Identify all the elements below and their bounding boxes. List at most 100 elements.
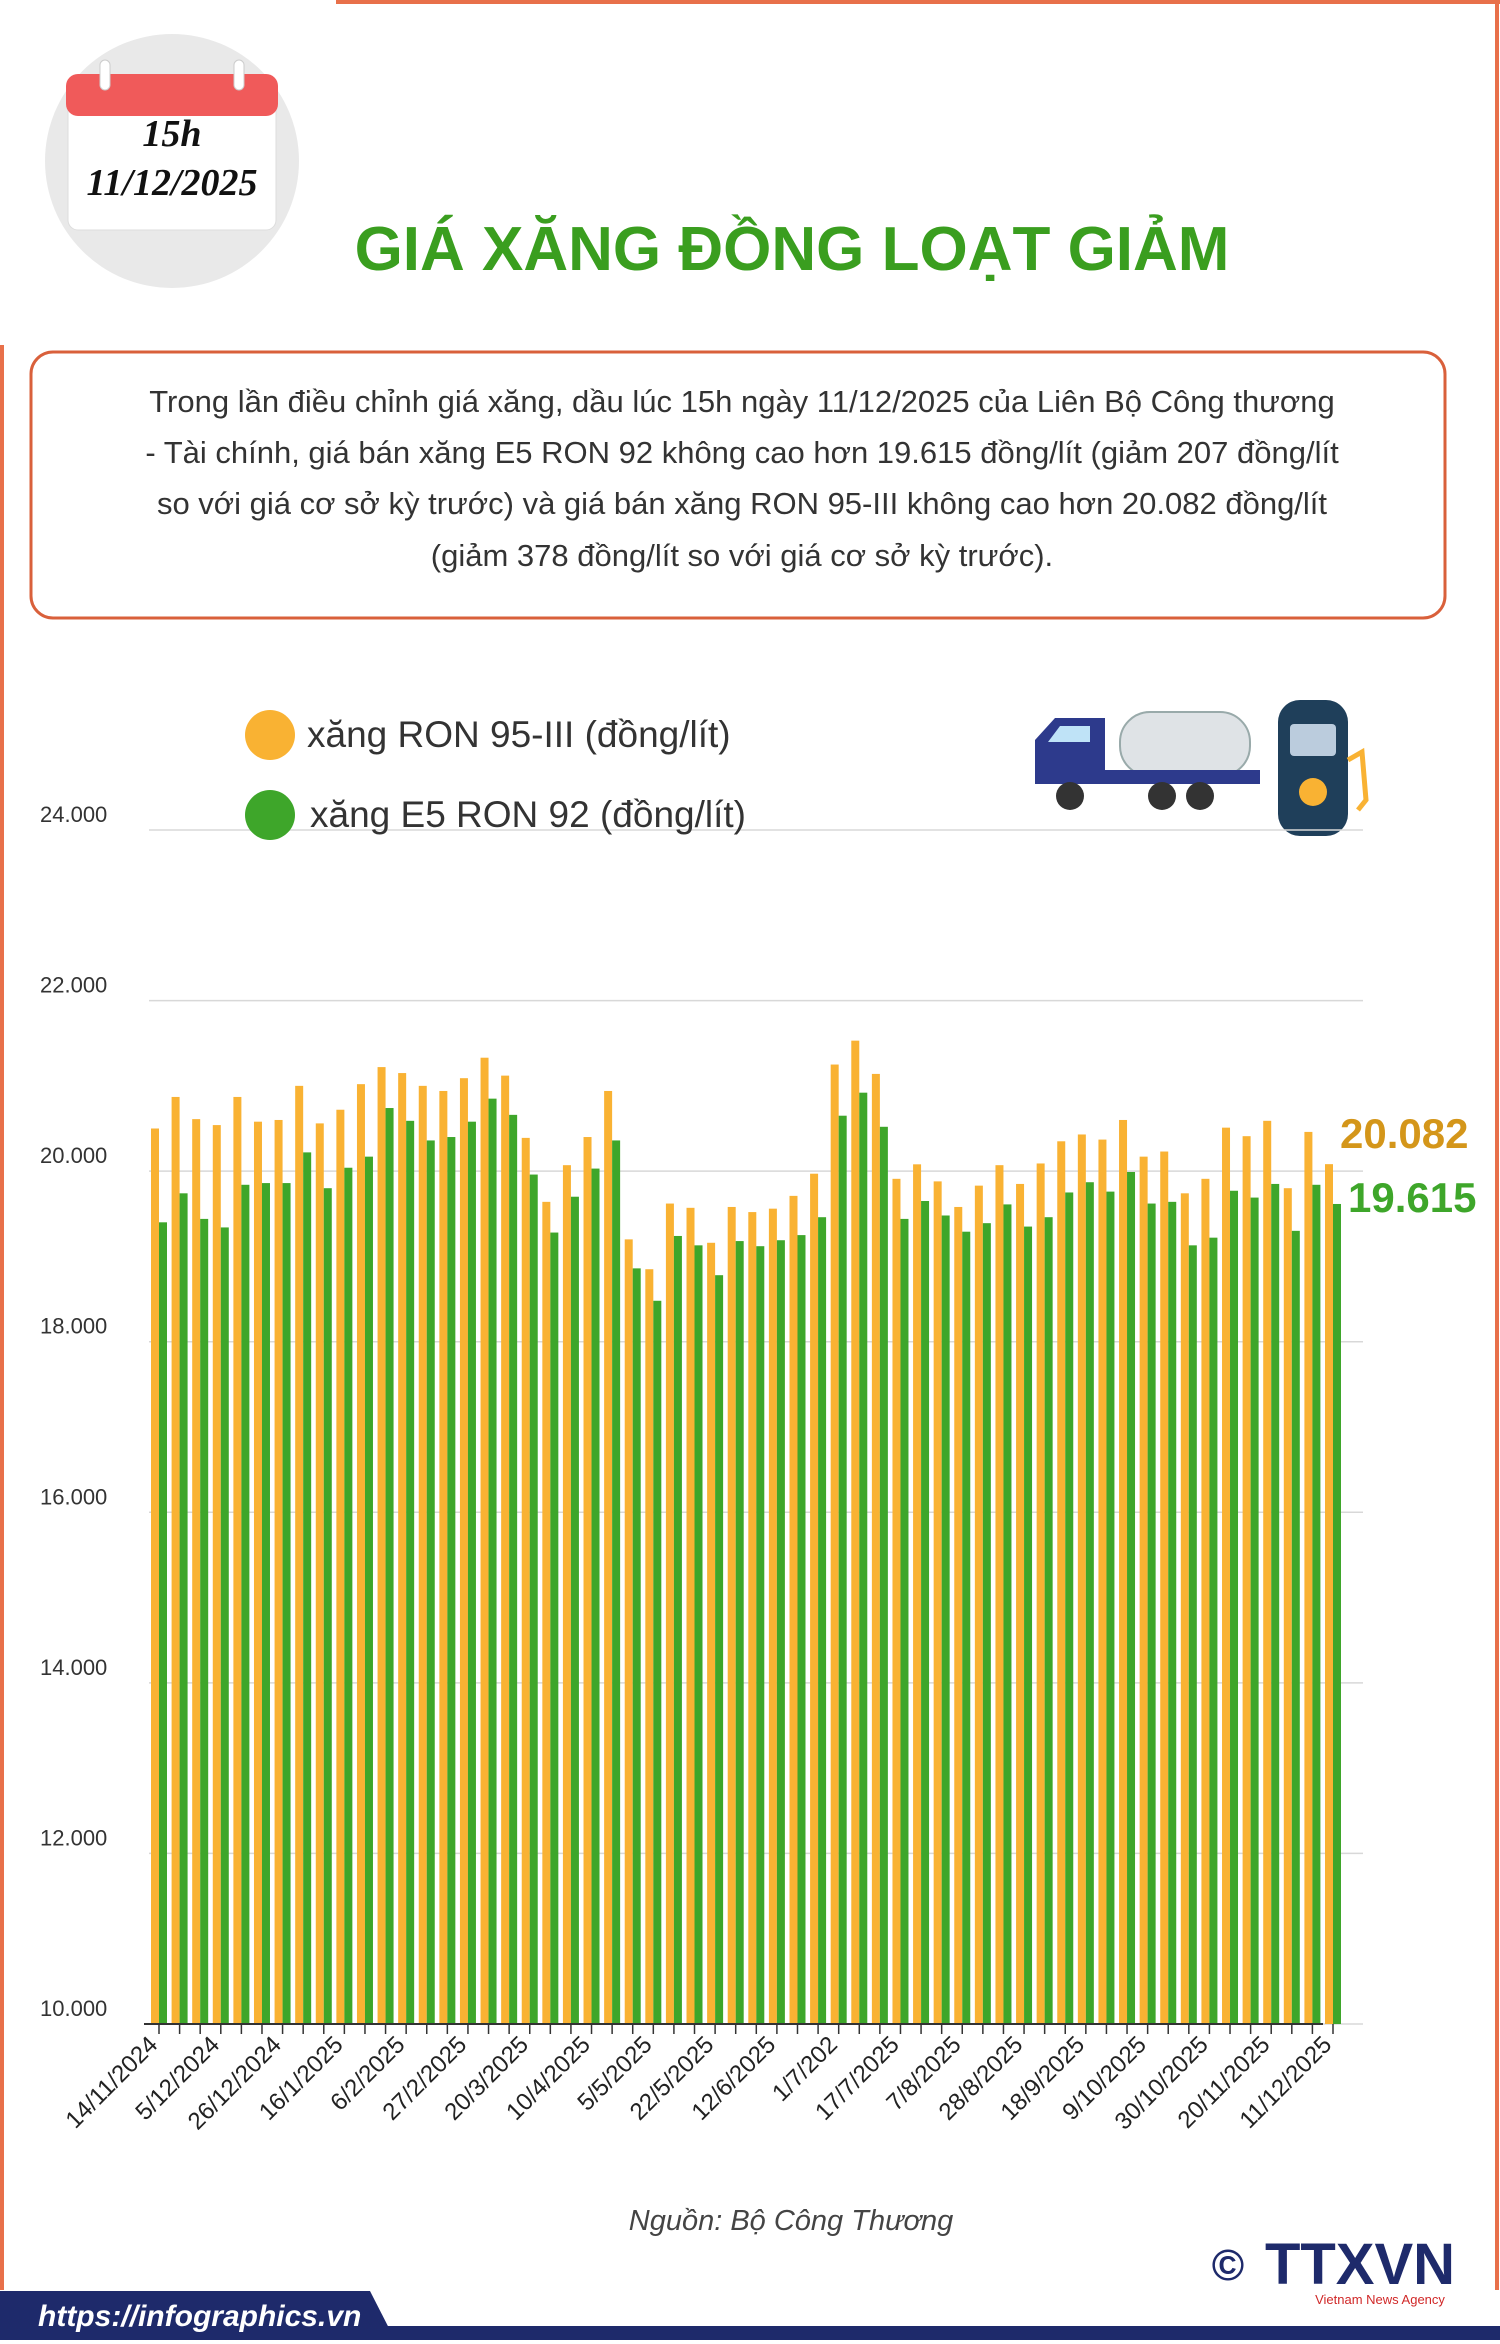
- bar: [1312, 1184, 1321, 2024]
- badge-time: 15h: [142, 113, 201, 155]
- bar: [1024, 1226, 1033, 2024]
- bar: [1003, 1204, 1012, 2024]
- bar: [768, 1208, 777, 2024]
- bar: [295, 1085, 304, 2024]
- y-tick-label: 12.000: [40, 1825, 107, 1850]
- end-value-label: 20.082: [1340, 1110, 1468, 1157]
- bar: [1263, 1120, 1272, 2024]
- bar: [1057, 1141, 1066, 2024]
- bar: [447, 1137, 456, 2024]
- bar: [336, 1109, 345, 2024]
- bar: [921, 1200, 930, 2024]
- bar: [1222, 1127, 1231, 2024]
- badge-date: 11/12/2025: [86, 162, 257, 204]
- bar: [385, 1108, 394, 2024]
- bar: [612, 1140, 621, 2024]
- bar: [241, 1184, 250, 2024]
- bar: [212, 1125, 221, 2024]
- bar: [1077, 1134, 1086, 2024]
- bar: [810, 1173, 819, 2024]
- bar: [933, 1181, 942, 2024]
- legend-label: xăng E5 RON 92 (đồng/lít): [310, 794, 746, 835]
- bar: [632, 1268, 641, 2024]
- bar: [871, 1073, 880, 2024]
- bar: [859, 1092, 868, 2024]
- bar: [673, 1235, 682, 2024]
- y-tick-label: 18.000: [40, 1314, 107, 1339]
- legend-swatch: [245, 710, 295, 760]
- calendar-ring: [233, 59, 245, 91]
- bar: [171, 1096, 180, 2024]
- bar: [892, 1178, 901, 2024]
- bar: [1271, 1183, 1280, 2024]
- bar: [542, 1201, 551, 2024]
- bar: [200, 1218, 209, 2024]
- bar: [583, 1137, 592, 2024]
- bar: [261, 1183, 270, 2024]
- source: Nguồn: Bộ Công Thương: [629, 2205, 954, 2237]
- bar: [364, 1156, 373, 2024]
- bar: [488, 1098, 497, 2024]
- bar: [1283, 1188, 1292, 2024]
- bar: [653, 1300, 662, 2024]
- bar: [645, 1269, 654, 2024]
- bar: [562, 1165, 571, 2024]
- bar: [735, 1241, 744, 2024]
- bar: [1168, 1201, 1177, 2024]
- y-tick-label: 20.000: [40, 1143, 107, 1168]
- intro-line: - Tài chính, giá bán xăng E5 RON 92 khôn…: [145, 435, 1339, 470]
- bar: [624, 1239, 633, 2024]
- bar: [480, 1057, 489, 2024]
- bar: [323, 1188, 332, 2024]
- bar: [995, 1165, 1004, 2024]
- bar: [1230, 1190, 1239, 2024]
- bar: [818, 1217, 827, 2024]
- bar: [797, 1235, 806, 2024]
- bar: [406, 1120, 415, 2024]
- bar: [974, 1185, 983, 2024]
- bar: [1160, 1151, 1169, 2024]
- bar: [879, 1126, 888, 2024]
- bar: [253, 1121, 262, 2024]
- bar: [509, 1114, 518, 2024]
- bar: [1127, 1171, 1136, 2024]
- bar: [776, 1240, 785, 2024]
- bar: [1147, 1203, 1156, 2024]
- y-tick-label: 14.000: [40, 1655, 107, 1680]
- bar: [665, 1203, 674, 2024]
- intro-line: so với giá cơ sở kỳ trước) và giá bán xă…: [157, 486, 1327, 521]
- bar: [521, 1137, 530, 2024]
- copyright: ©: [1212, 2241, 1244, 2290]
- y-tick-label: 16.000: [40, 1484, 107, 1509]
- bar: [1201, 1178, 1210, 2024]
- bar: [1325, 1164, 1333, 2024]
- bar: [707, 1242, 716, 2024]
- bar: [233, 1096, 242, 2024]
- intro-line: Trong lần điều chỉnh giá xăng, dầu lúc 1…: [149, 384, 1335, 419]
- bar: [838, 1115, 847, 2024]
- bar: [1106, 1191, 1115, 2024]
- bar: [1065, 1192, 1074, 2024]
- title: GIÁ XĂNG ĐỒNG LOẠT GIẢM: [355, 215, 1230, 284]
- url: https://infographics.vn: [38, 2300, 361, 2333]
- bar: [220, 1227, 229, 2024]
- bar: [377, 1067, 386, 2024]
- bar: [344, 1167, 353, 2024]
- bar: [1180, 1193, 1189, 2024]
- bar: [900, 1218, 909, 2024]
- bar: [1139, 1156, 1148, 2024]
- bottom-bar: [0, 2326, 1500, 2340]
- bar: [830, 1064, 839, 2024]
- bar: [439, 1090, 448, 2024]
- bar: [274, 1119, 283, 2024]
- bar: [748, 1212, 757, 2024]
- bar: [941, 1215, 950, 2024]
- bar: [467, 1121, 476, 2024]
- bar: [851, 1040, 860, 2024]
- bar: [1036, 1163, 1045, 2024]
- bar: [1016, 1183, 1025, 2024]
- bar: [694, 1245, 703, 2024]
- end-value-label: 19.615: [1348, 1174, 1476, 1221]
